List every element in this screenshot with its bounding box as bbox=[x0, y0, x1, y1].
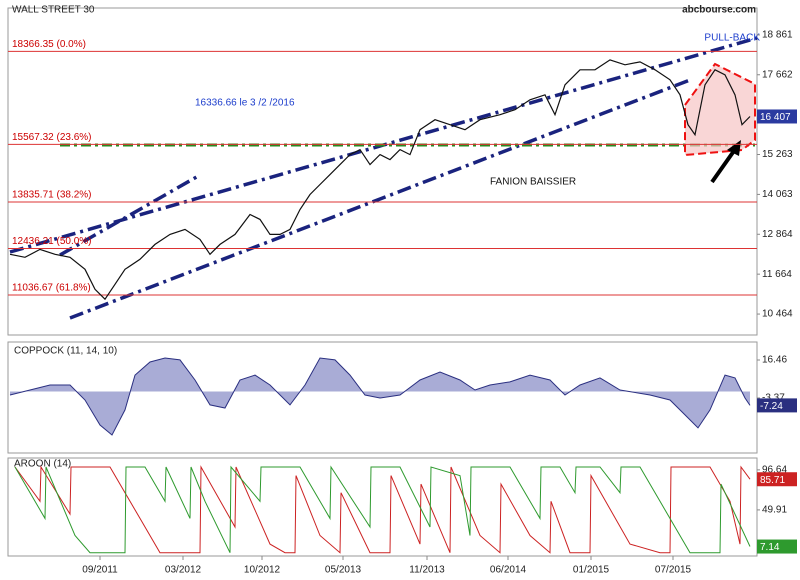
channel-line bbox=[69, 78, 691, 320]
price-tag-label: 7.14 bbox=[760, 542, 780, 553]
area-line bbox=[9, 357, 751, 436]
y-tick-label: 16.46 bbox=[762, 355, 787, 366]
annotation: 16336.66 le 3 /2 /2016 bbox=[195, 98, 295, 109]
y-tick-label: -3.37 bbox=[762, 393, 785, 404]
series-line bbox=[14, 465, 751, 554]
y-tick-label: 96.64 bbox=[762, 465, 787, 476]
price-tag bbox=[757, 539, 797, 554]
y-tick-label: 15 263 bbox=[762, 149, 793, 160]
y-tick-label: 14 063 bbox=[762, 189, 793, 200]
y-tick-label: 11 664 bbox=[762, 269, 792, 280]
source: abcbourse.com bbox=[682, 5, 756, 16]
price-tag-label: 85.71 bbox=[760, 475, 785, 486]
price-tag-label: -7.24 bbox=[760, 401, 783, 412]
pennant bbox=[684, 62, 756, 157]
x-tick-label: 03/2012 bbox=[165, 565, 202, 576]
aroon-panel bbox=[7, 457, 758, 557]
y-tick-label: 49.91 bbox=[762, 505, 787, 516]
x-tick-label: 09/2011 bbox=[82, 565, 118, 576]
x-tick-label: 06/2014 bbox=[490, 565, 527, 576]
price-tag bbox=[757, 472, 797, 487]
fib-label: 12436.21 (50.0%) bbox=[12, 236, 92, 247]
x-tick-label: 11/2013 bbox=[409, 565, 445, 576]
arrow bbox=[710, 146, 738, 184]
fib-label: 18366.35 (0.0%) bbox=[12, 39, 86, 50]
fib-label: 13835.71 (38.2%) bbox=[12, 190, 92, 201]
price-tag-label: 16 407 bbox=[760, 112, 791, 123]
y-tick-label: 17 662 bbox=[762, 69, 793, 80]
y-tick-label: 10 464 bbox=[762, 309, 793, 320]
x-tick-label: 10/2012 bbox=[244, 565, 281, 576]
series-line bbox=[9, 59, 751, 301]
series-line bbox=[14, 465, 751, 554]
annotation: PULL-BACK bbox=[704, 33, 760, 44]
chart-title: WALL STREET 30 bbox=[12, 5, 95, 16]
panel-title: AROON (14) bbox=[14, 459, 71, 470]
fib-label: 15567.32 (23.6%) bbox=[12, 132, 92, 143]
x-tick-label: 07/2015 bbox=[655, 565, 692, 576]
annotation: FANION BAISSIER bbox=[490, 177, 576, 188]
price-tag bbox=[757, 398, 797, 413]
y-tick-label: 18 861 bbox=[762, 30, 793, 41]
area-fill bbox=[10, 358, 750, 435]
price-tag bbox=[757, 109, 797, 124]
panel-title: COPPOCK (11, 14, 10) bbox=[14, 346, 117, 357]
price-panel bbox=[7, 7, 758, 336]
fib-label: 11036.67 (61.8%) bbox=[12, 283, 91, 294]
x-tick-label: 05/2013 bbox=[325, 565, 362, 576]
x-tick-label: 01/2015 bbox=[573, 565, 610, 576]
y-tick-label: 12 864 bbox=[762, 229, 793, 240]
